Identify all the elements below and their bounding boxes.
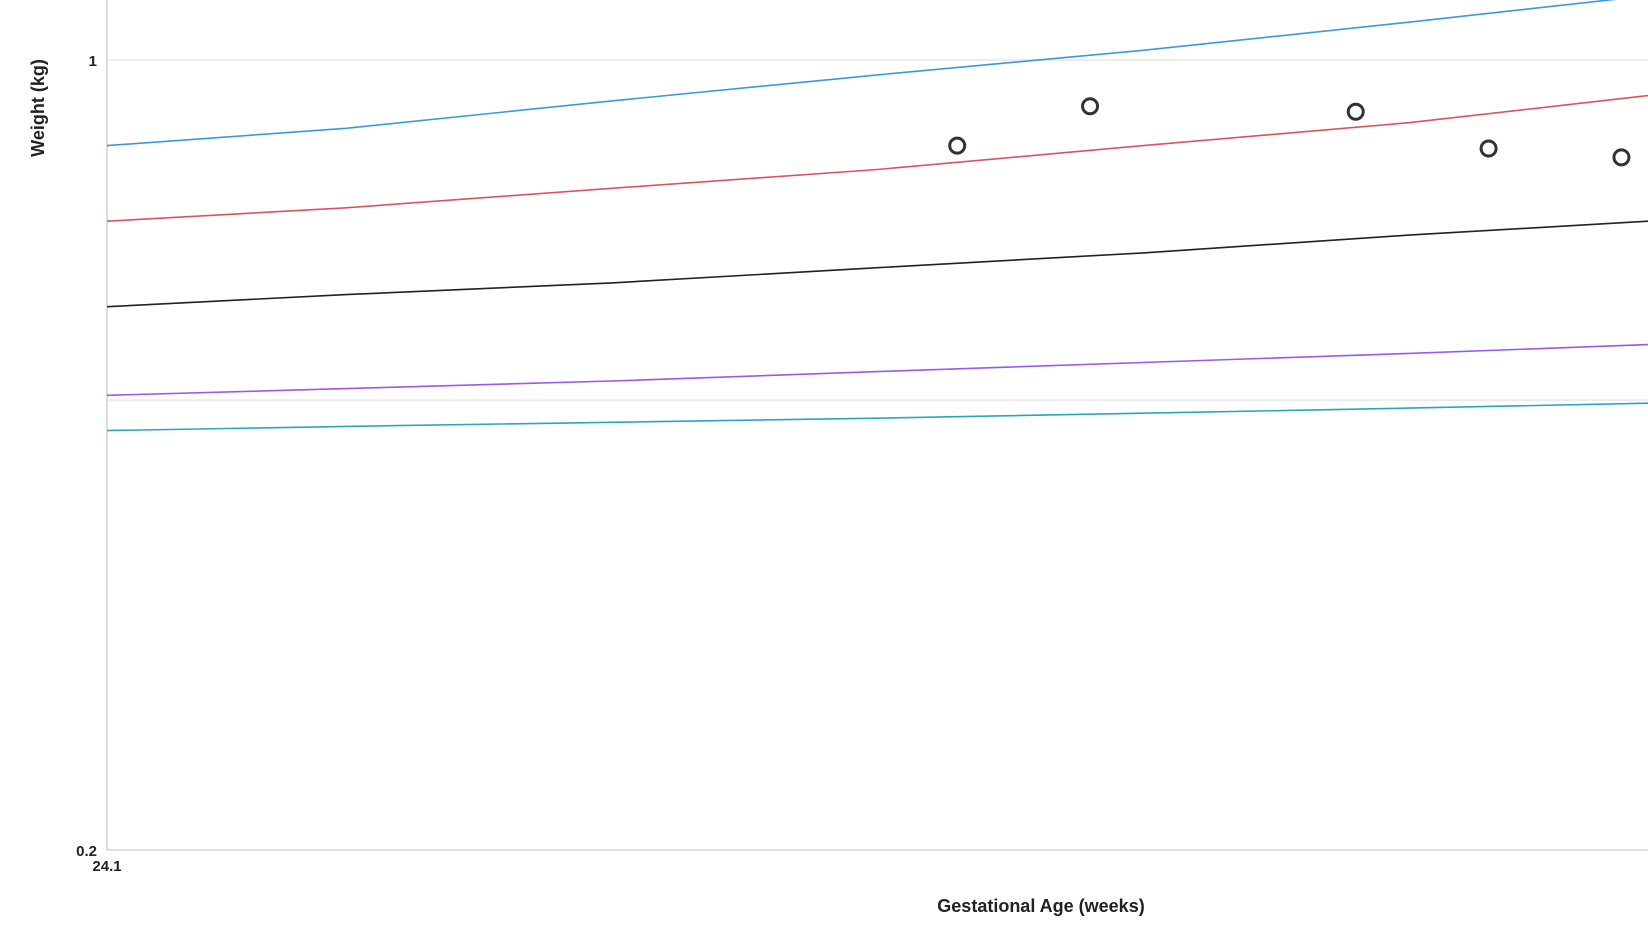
data-point-2 bbox=[1346, 102, 1365, 121]
y-tick-label-1: 0.2 bbox=[76, 843, 97, 860]
grid-layer bbox=[107, 58, 1648, 402]
x-axis-title: Gestational Age (weeks) bbox=[937, 896, 1144, 916]
y-axis-title: Weight (kg) bbox=[28, 59, 48, 157]
series-line-4 bbox=[106, 402, 1648, 432]
series-line-2 bbox=[106, 220, 1648, 308]
series-line-3 bbox=[106, 343, 1648, 397]
x-tick-label-0: 24.1 bbox=[92, 858, 121, 875]
y-tick-labels: 10.2 bbox=[76, 53, 97, 860]
series-layer bbox=[106, 0, 1648, 432]
data-point-0 bbox=[948, 136, 967, 155]
series-line-1 bbox=[106, 94, 1648, 222]
data-point-1 bbox=[1081, 97, 1100, 116]
data-point-4 bbox=[1612, 148, 1631, 167]
x-tick-labels: 24.1 bbox=[92, 858, 121, 875]
data-point-3 bbox=[1479, 139, 1498, 158]
y-tick-label-0: 1 bbox=[89, 53, 97, 70]
series-line-0 bbox=[106, 0, 1617, 147]
